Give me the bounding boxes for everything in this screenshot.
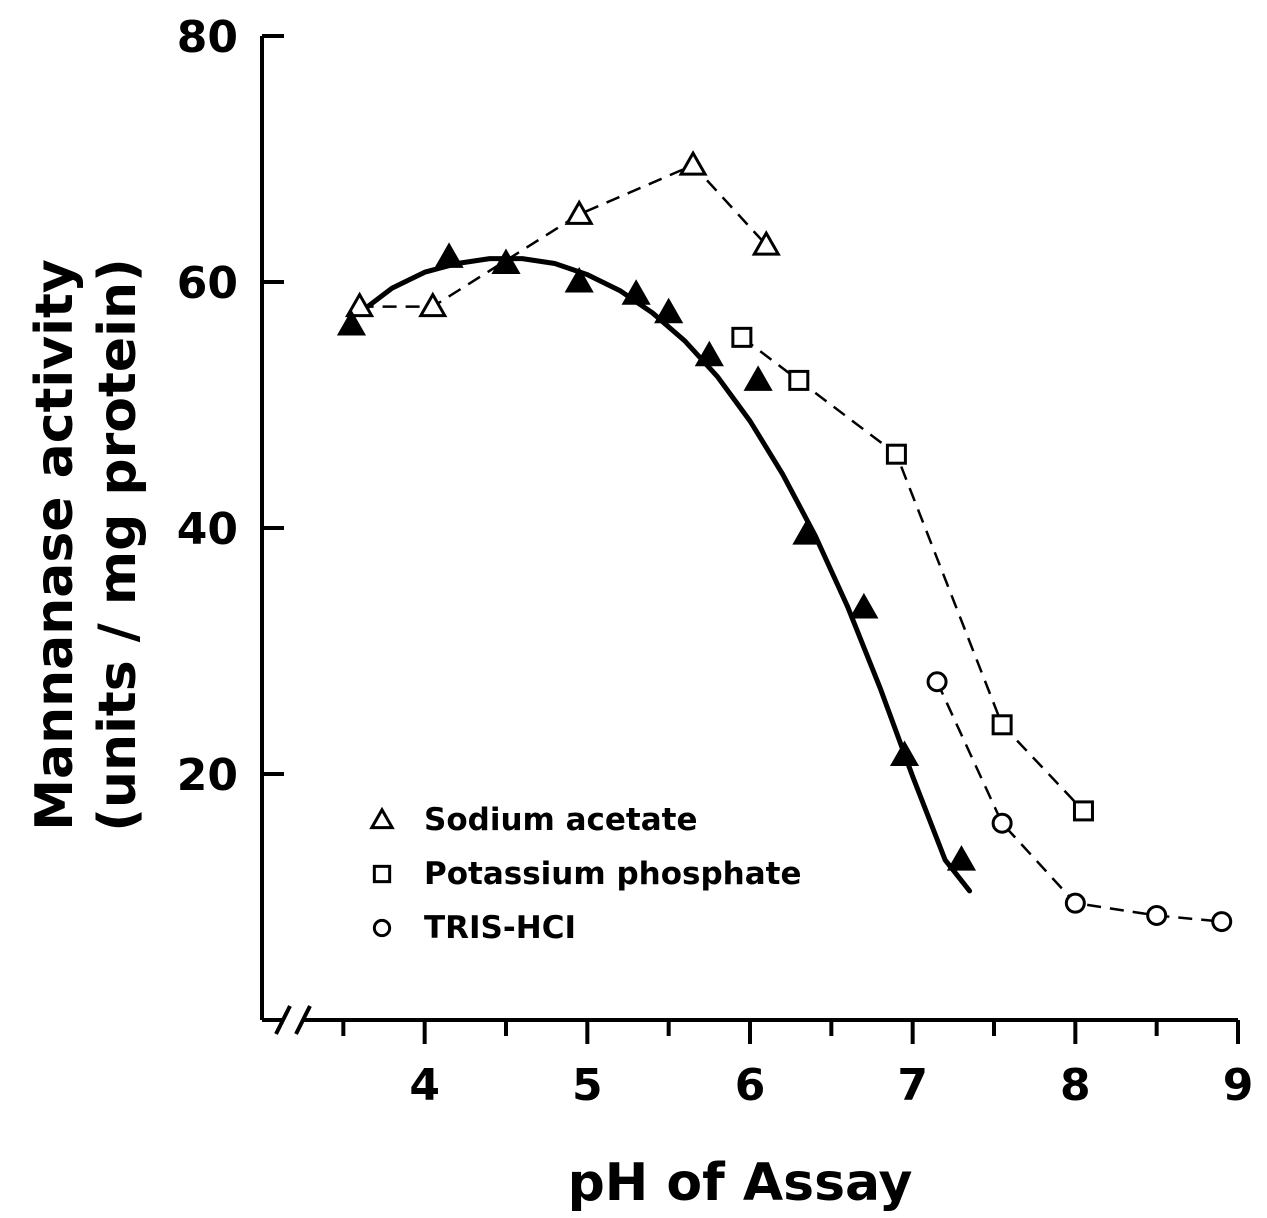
y-tick-label: 20 <box>177 750 238 801</box>
legend-label: TRIS-HCI <box>424 910 576 946</box>
data-point <box>621 279 651 305</box>
legend-label: Potassium phosphate <box>424 856 801 892</box>
fitted-curve <box>357 256 973 894</box>
legend-marker <box>369 806 395 830</box>
series-square-open <box>731 326 1094 822</box>
data-point <box>345 291 375 318</box>
data-point <box>1211 911 1233 933</box>
data-point <box>731 326 753 348</box>
fitted-curve-layer <box>357 256 973 894</box>
data-point <box>849 592 879 619</box>
data-point <box>885 443 907 465</box>
x-tick-label: 5 <box>572 1060 603 1111</box>
data-point <box>1064 892 1086 914</box>
x-tick-label: 9 <box>1223 1060 1254 1111</box>
x-tick-label: 6 <box>735 1060 766 1111</box>
data-point <box>1146 904 1168 926</box>
data-point <box>926 671 948 693</box>
axis-break-mark <box>294 1005 312 1035</box>
series-triangle-filled <box>336 242 977 871</box>
data-point <box>743 365 773 391</box>
series-circle-open <box>926 671 1233 933</box>
axis-break-mark <box>274 1005 292 1035</box>
series-line <box>359 163 768 308</box>
data-point <box>418 291 448 318</box>
data-point <box>946 845 977 871</box>
legend-marker <box>372 918 392 938</box>
x-tick-label: 8 <box>1060 1060 1091 1111</box>
data-point <box>751 230 781 256</box>
data-point <box>889 740 920 767</box>
data-point <box>654 297 684 324</box>
axes: 20 40 60 80 4 5 6 7 8 9 <box>177 12 1254 1111</box>
y-tick-label: 40 <box>177 504 238 555</box>
data-point <box>491 248 521 275</box>
legend: Sodium acetate Potassium phosphate TRIS-HC… <box>369 802 801 946</box>
y-tick-label: 80 <box>177 12 238 63</box>
y-axis-title-line2: (units / mg protein) <box>88 258 148 831</box>
x-axis-title: pH of Assay <box>568 1153 913 1213</box>
data-point <box>694 340 724 367</box>
x-tick-label: 7 <box>897 1060 928 1111</box>
series-line <box>741 336 1085 812</box>
data-point <box>788 369 810 391</box>
y-axis-title-line1: Mannanase activity <box>25 259 85 830</box>
series-layer <box>336 150 1233 933</box>
y-tick-label: 60 <box>177 258 238 309</box>
data-point <box>792 519 822 545</box>
legend-marker <box>372 864 392 884</box>
data-point <box>991 714 1013 736</box>
data-point <box>336 310 367 336</box>
series-triangle-open <box>345 150 781 318</box>
data-point <box>678 150 708 176</box>
data-point <box>1072 800 1094 822</box>
data-point <box>434 242 464 268</box>
x-tick-label: 4 <box>409 1060 440 1111</box>
data-point <box>564 266 594 293</box>
data-point <box>564 199 594 225</box>
data-point <box>991 812 1013 834</box>
legend-label: Sodium acetate <box>424 802 698 838</box>
